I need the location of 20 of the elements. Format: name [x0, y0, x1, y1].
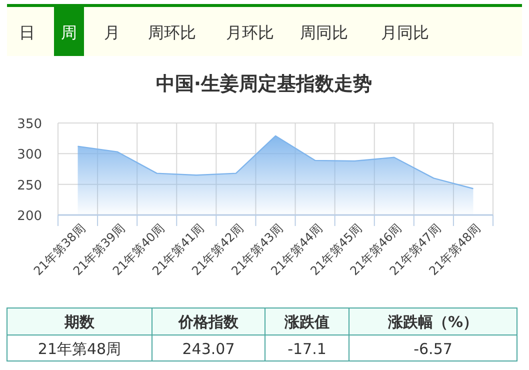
text: -6.57	[414, 340, 452, 358]
text: 日	[19, 23, 35, 42]
y-tick-label: 250	[17, 178, 42, 194]
text: 期数	[64, 313, 96, 331]
text: 价格指数	[178, 313, 240, 331]
text: 涨跌值	[284, 313, 330, 331]
y-tick-label: 200	[17, 209, 42, 224]
text: 月	[104, 23, 120, 42]
text: 周	[61, 23, 77, 42]
text: 涨跌幅（%）	[386, 313, 478, 331]
text: 21年第48周	[38, 340, 122, 358]
text: 243.07	[182, 340, 235, 358]
y-tick-label: 300	[17, 148, 42, 163]
text: 月环比	[226, 23, 274, 42]
text: 周同比	[300, 23, 348, 42]
text: 月同比	[381, 23, 429, 42]
chart-title: 中国·生姜周定基指数走势	[156, 73, 372, 95]
text: -17.1	[288, 340, 326, 358]
y-tick-label: 350	[17, 117, 42, 132]
text: 周环比	[148, 23, 196, 42]
